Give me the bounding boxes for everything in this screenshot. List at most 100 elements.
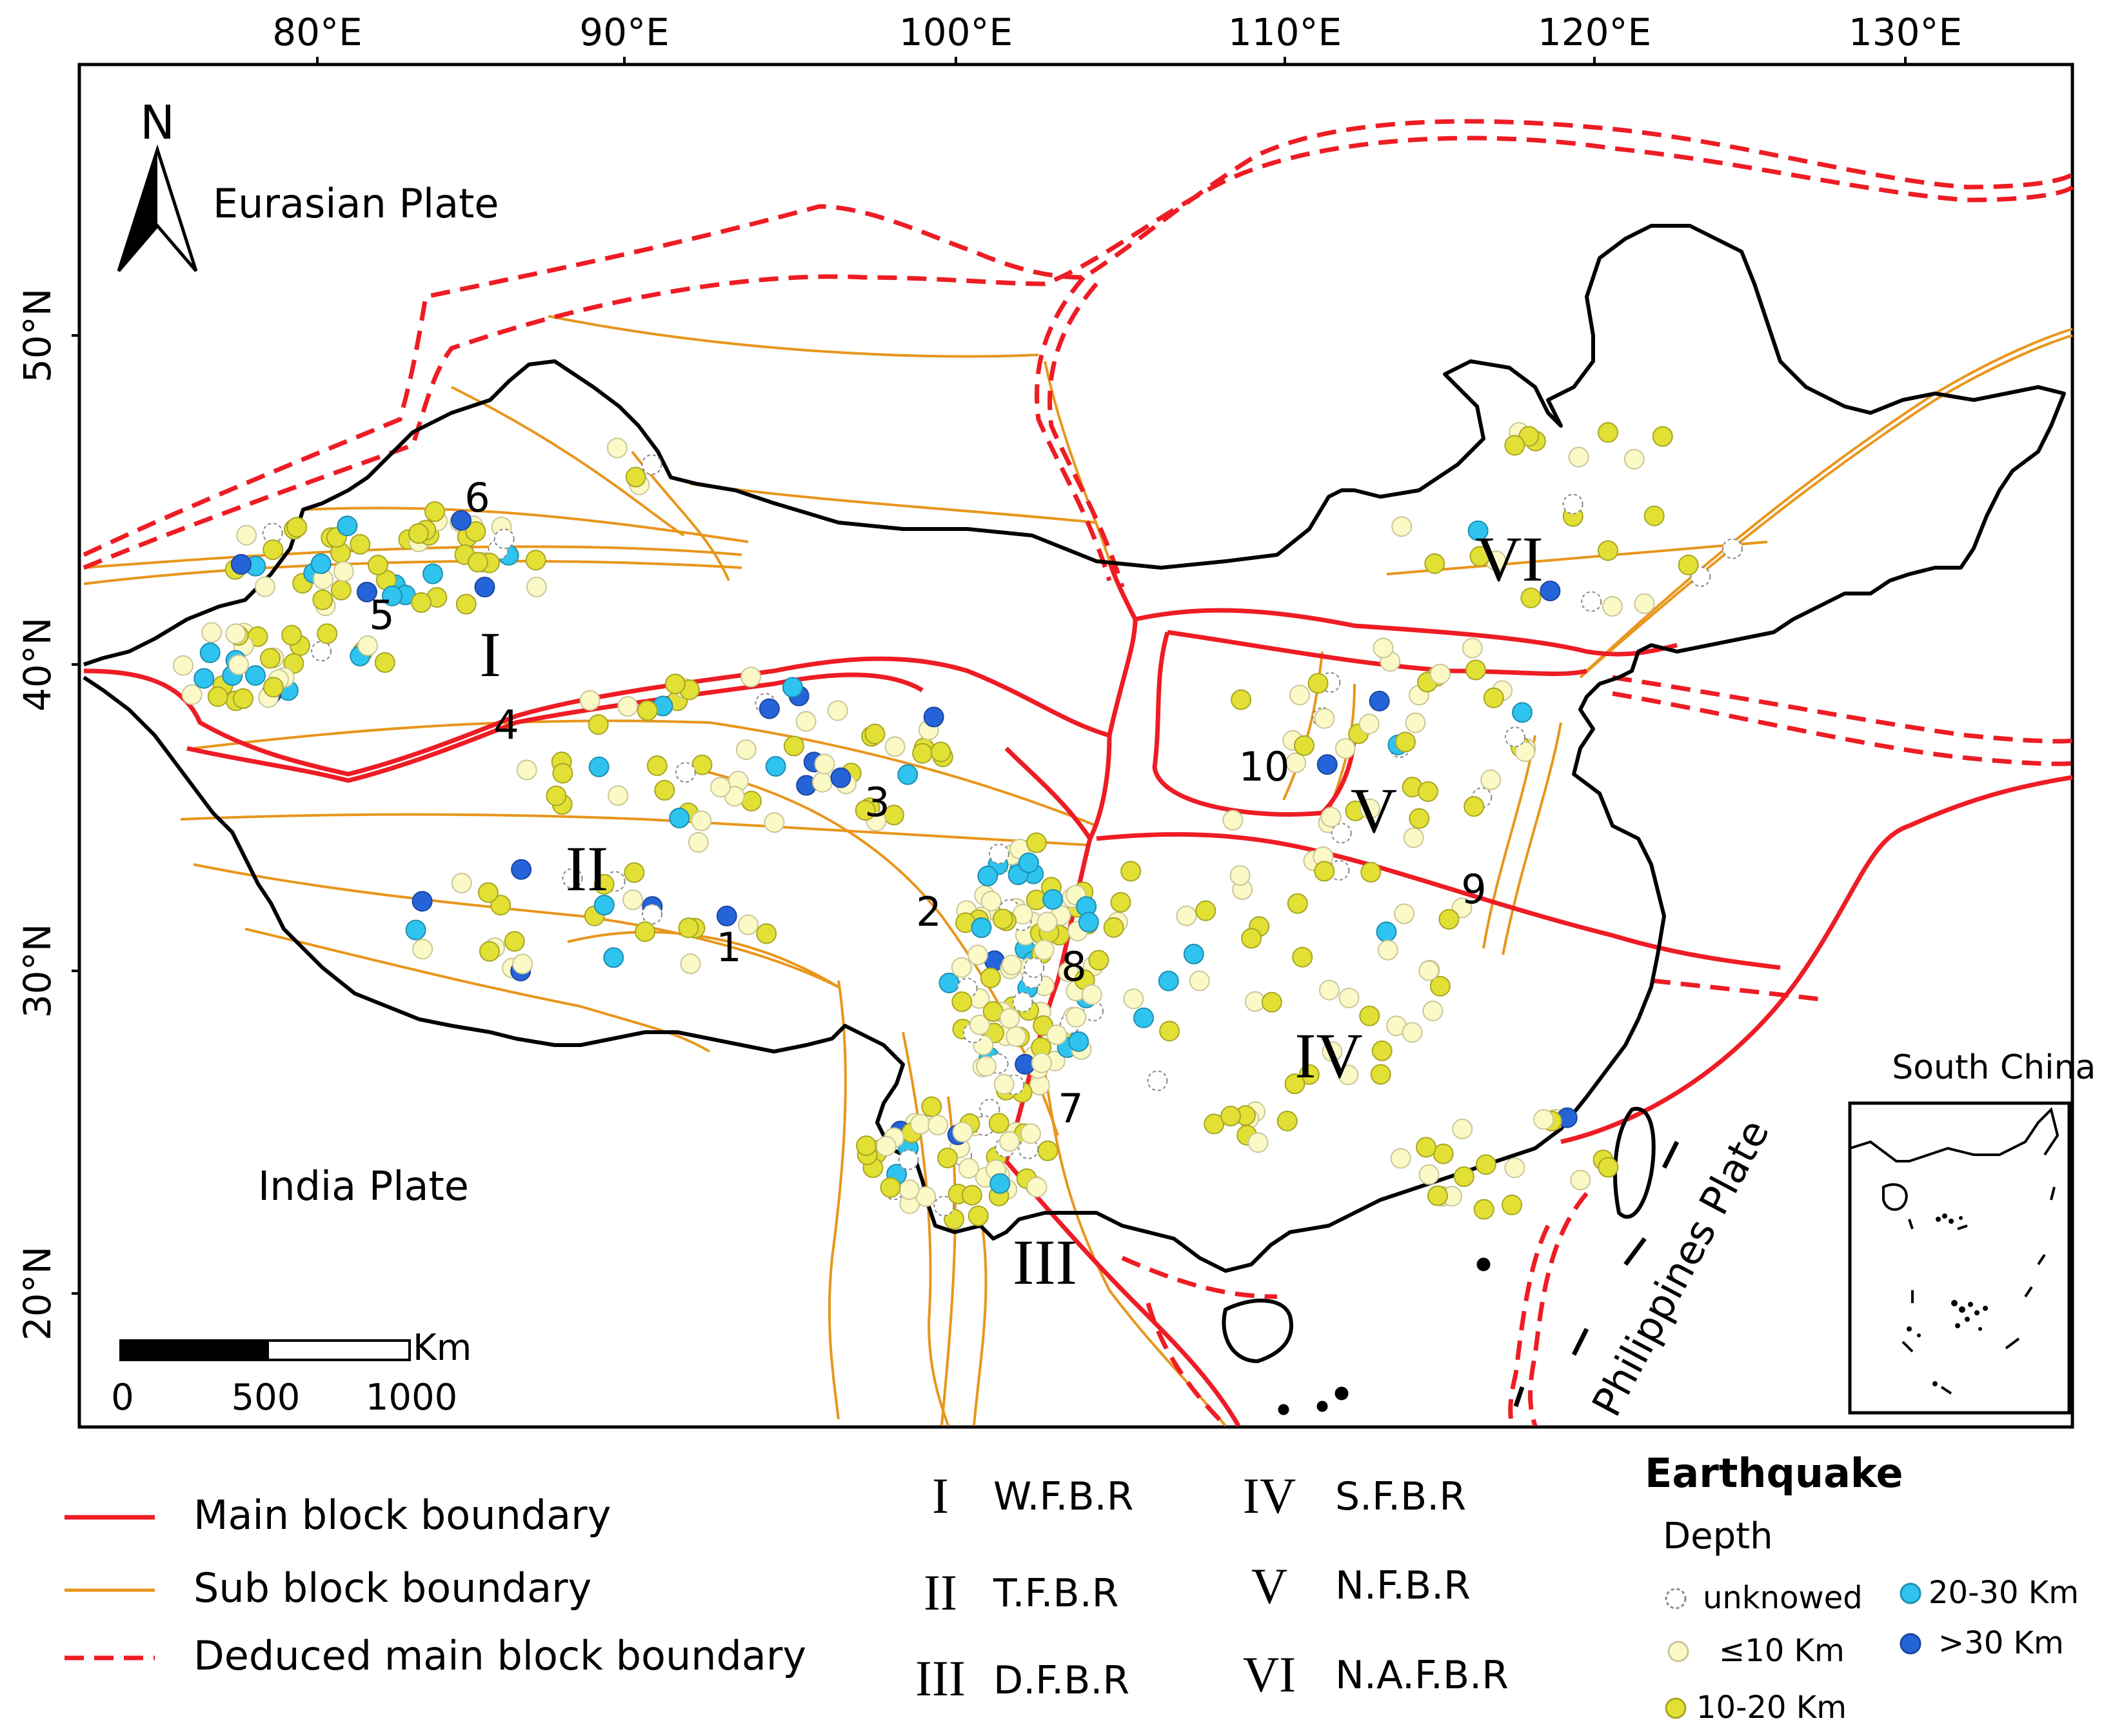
top-axis: 80°E 90°E 100°E 110°E 120°E 130°E bbox=[272, 10, 1962, 65]
earthquake-point bbox=[1042, 889, 1064, 910]
fault-number: 7 bbox=[1058, 1085, 1083, 1132]
region-label-i: I bbox=[479, 619, 501, 690]
legend-depth-label: unknowed bbox=[1703, 1580, 1863, 1616]
earthquake-point bbox=[764, 812, 785, 833]
earthquake-point bbox=[1231, 689, 1252, 710]
earthquake-point bbox=[281, 624, 303, 646]
earthquake-point bbox=[357, 635, 379, 656]
earthquake-point bbox=[493, 528, 515, 550]
earthquake-point bbox=[412, 939, 433, 960]
earthquake-point bbox=[1276, 1110, 1298, 1132]
earthquake-point bbox=[1068, 1031, 1089, 1052]
earthquake-point bbox=[1678, 554, 1699, 575]
fault-number: 3 bbox=[864, 779, 889, 826]
earthquake-point bbox=[1147, 1070, 1168, 1092]
legend-region-numeral: I bbox=[932, 1468, 949, 1524]
legend-region-name: T.F.B.R bbox=[993, 1571, 1118, 1616]
earthquake-point bbox=[455, 594, 477, 615]
earthquake-point bbox=[1360, 862, 1382, 883]
earthquake-point bbox=[1409, 808, 1430, 829]
earthquake-point bbox=[1133, 1007, 1154, 1028]
earthquake-point bbox=[1369, 690, 1390, 712]
earthquake-point bbox=[451, 510, 471, 531]
earthquake-point bbox=[1012, 992, 1033, 1013]
earthquake-point bbox=[625, 466, 646, 488]
earthquake-point bbox=[593, 873, 615, 895]
earthquake-point bbox=[910, 1113, 931, 1135]
earthquake-point bbox=[1418, 781, 1438, 802]
earthquake-point bbox=[624, 862, 645, 883]
earthquake-point bbox=[635, 921, 656, 943]
earthquake-point bbox=[468, 552, 489, 573]
earthquake-point bbox=[1176, 905, 1197, 926]
earthquake-point bbox=[451, 872, 472, 893]
earthquake-point bbox=[230, 554, 252, 575]
legend-depth-label: ≤10 Km bbox=[1719, 1633, 1845, 1669]
region-label-iv: IV bbox=[1295, 1020, 1363, 1092]
earthquake-point bbox=[1502, 1194, 1522, 1215]
earthquake-point bbox=[1722, 538, 1743, 559]
scale-tick: 0 bbox=[111, 1377, 134, 1419]
earthquake-point bbox=[1394, 903, 1415, 924]
fault-number: 9 bbox=[1461, 866, 1486, 913]
earthquake-point bbox=[254, 576, 275, 597]
earthquake-point bbox=[716, 905, 737, 926]
legend-region-numeral: II bbox=[924, 1564, 957, 1621]
earthquake-point bbox=[1623, 448, 1645, 470]
y-tick-label: 50°N bbox=[15, 288, 59, 383]
legend-depth-dot bbox=[1665, 1588, 1687, 1610]
earthquake-point bbox=[980, 967, 1001, 988]
earthquake-point bbox=[921, 1096, 942, 1117]
earthquake-point bbox=[236, 524, 257, 546]
earthquake-point bbox=[1464, 796, 1485, 817]
legend-region-numeral: III bbox=[915, 1650, 966, 1706]
earthquake-point bbox=[740, 666, 762, 688]
legend-region-name: D.F.B.R bbox=[993, 1658, 1129, 1703]
eurasian-plate-label: Eurasian Plate bbox=[213, 180, 499, 227]
earthquake-point bbox=[1433, 1143, 1454, 1164]
legend-depth-dot bbox=[1900, 1633, 1921, 1655]
earthquake-point bbox=[1467, 520, 1489, 541]
legend-depth-dot bbox=[1665, 1697, 1687, 1719]
earthquake-point bbox=[1512, 702, 1533, 723]
earthquake-point bbox=[225, 623, 246, 644]
earthquake-point bbox=[898, 1179, 920, 1201]
earthquake-point bbox=[1037, 1140, 1058, 1161]
earthquake-point bbox=[951, 991, 973, 1012]
map-frame bbox=[77, 63, 2074, 1429]
earthquake-point bbox=[1462, 637, 1483, 659]
earthquake-point bbox=[1110, 892, 1131, 913]
legend-deduced-label: Deduced main block boundary bbox=[194, 1632, 806, 1679]
earthquake-point bbox=[1438, 909, 1460, 930]
earthquake-point bbox=[1189, 970, 1210, 992]
main-block-boundaries bbox=[83, 560, 2073, 1427]
earthquake-point bbox=[1058, 961, 1079, 983]
fault-numbers: 1 2 3 4 5 6 7 8 9 10 bbox=[369, 474, 1486, 1132]
earthquake-point bbox=[812, 772, 833, 793]
earthquake-point bbox=[923, 706, 944, 728]
earthquake-point bbox=[1451, 897, 1473, 919]
earthquake-point bbox=[759, 698, 780, 719]
legend-sub-label: Sub block boundary bbox=[194, 1564, 591, 1611]
y-tick-label: 40°N bbox=[15, 617, 59, 712]
earthquake-point bbox=[875, 1135, 897, 1157]
earthquake-point bbox=[1284, 1073, 1305, 1094]
earthquake-point bbox=[588, 714, 609, 735]
earthquake-point bbox=[1429, 663, 1451, 684]
earthquake-point bbox=[937, 1148, 958, 1168]
earthquake-point bbox=[368, 554, 388, 575]
earthquake-point bbox=[1418, 1164, 1440, 1185]
deduced-boundaries bbox=[83, 119, 2074, 1428]
region-label-iii: III bbox=[1013, 1226, 1077, 1298]
earthquake-point bbox=[1405, 712, 1426, 733]
earthquake-point bbox=[194, 668, 215, 689]
china-outline bbox=[83, 224, 2066, 1273]
earthquake-point bbox=[382, 585, 402, 606]
earthquake-point bbox=[1018, 852, 1039, 873]
earthquake-point bbox=[1320, 806, 1342, 828]
earthquake-point bbox=[1403, 827, 1424, 848]
earthquake-point bbox=[1204, 1113, 1225, 1135]
earthquake-point bbox=[1006, 1026, 1027, 1047]
earthquake-point bbox=[479, 941, 500, 962]
